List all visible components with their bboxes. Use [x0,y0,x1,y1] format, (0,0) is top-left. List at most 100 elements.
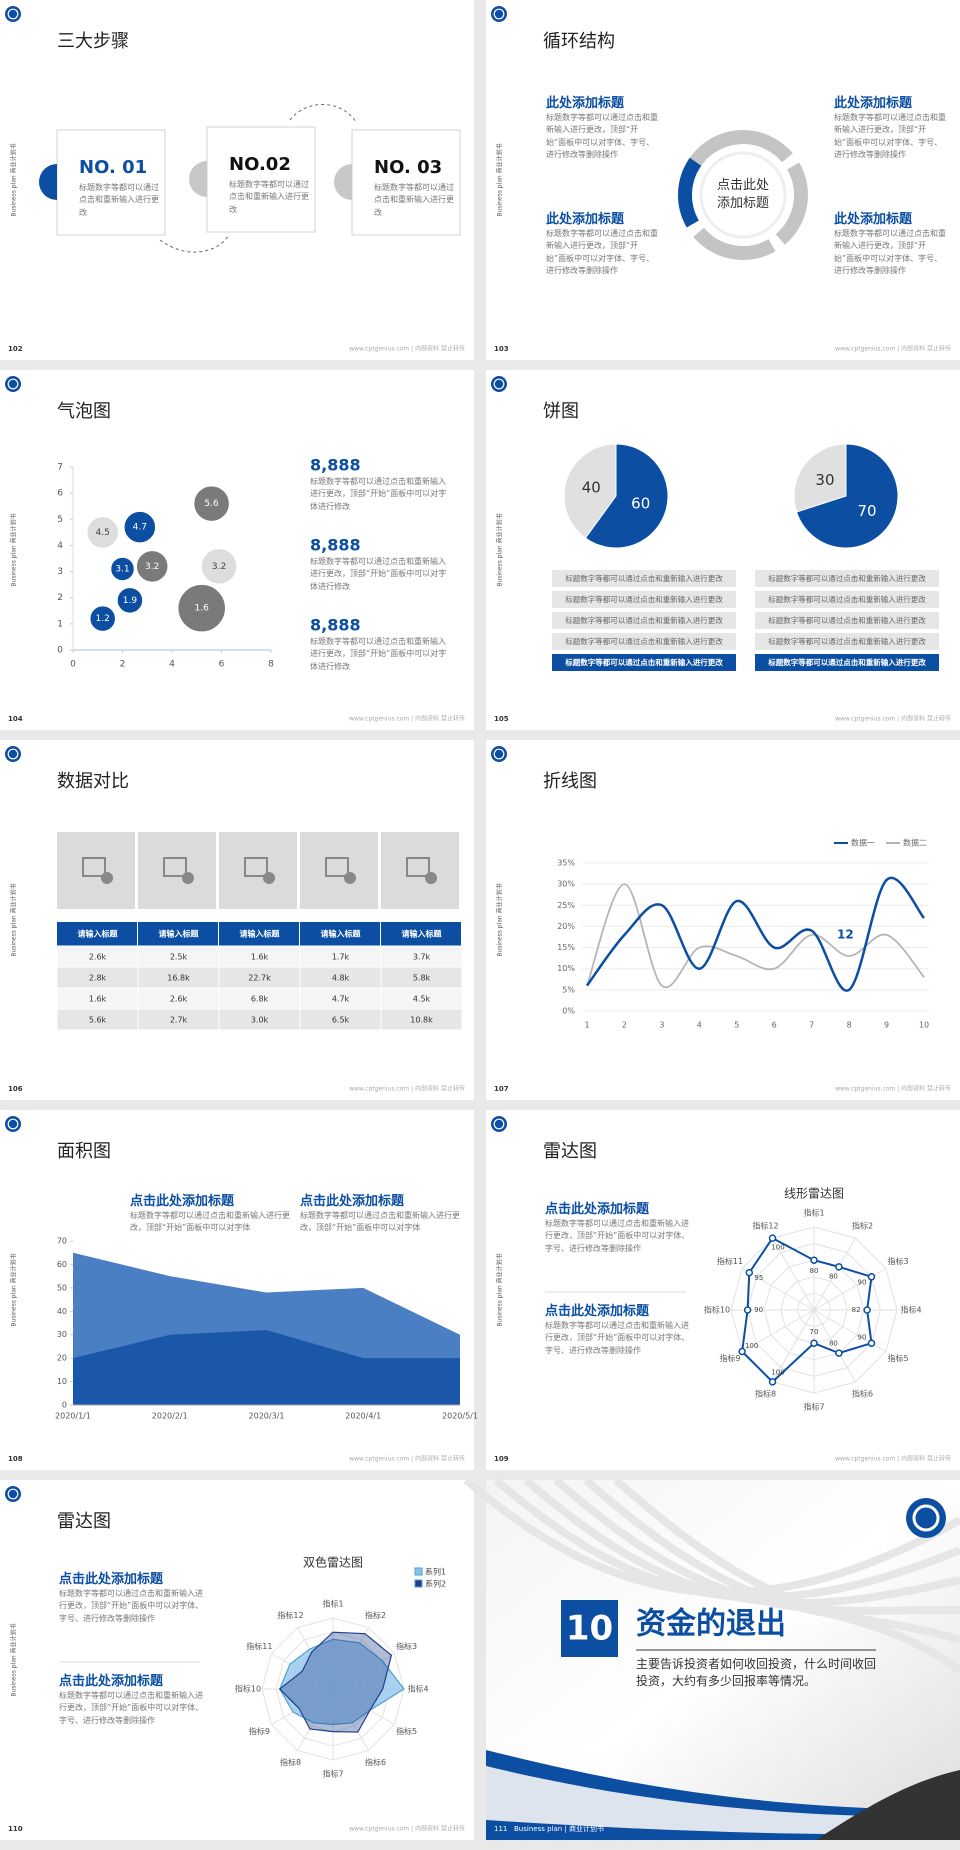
image-icon-plus [425,872,437,884]
axis-label: 指标3 [887,1256,908,1266]
header-cell [300,922,380,946]
bubble-label: 1.6 [195,604,210,614]
cell-text: 1.6k [251,953,269,962]
radar-spoke [741,1309,815,1352]
y-tick-label: 0 [62,1401,67,1410]
page-number: 110 [8,1825,23,1833]
item-title: 点击此处添加标题 [545,1304,650,1319]
logo [491,746,507,762]
step-marker [39,164,57,200]
section-number-box [561,1600,618,1657]
list-text: 标题数字等都可以通过点击和重新输入进行更改 [767,657,926,667]
cell-text: 4.5k [413,995,431,1004]
logo-ring [493,748,505,760]
cycle-hub [699,151,787,239]
logo [5,746,21,762]
item-text-frame: 标题数字等都可以通过点击和重新输入进行更改，顶部“开始”面板中可以对字体、字号、… [834,229,946,275]
item-title: 此处添加标题 [546,96,625,111]
side-label: Business plan 商业计划书 [10,1623,18,1696]
x-tick-label: 2 [622,1021,627,1030]
y-tick-label: 70 [57,1237,67,1246]
y-tick-label: 2 [57,593,63,603]
x-tick-label: 8 [847,1021,852,1030]
x-tick-label: 2020/5/1 [442,1412,478,1421]
x-tick-label: 2020/2/1 [152,1412,188,1421]
item-title-frame: 点击此处添加标题 [545,1304,650,1319]
slide: 10 资金的退出主要告诉投资者如何收回投资，什么时间收回投资，大约有多少回报率等情… [463,1476,960,1840]
y-tick-label: 4 [57,541,63,551]
header-cell [219,922,299,946]
bubble [135,549,169,584]
y-tick-label: 40 [57,1307,67,1316]
wave [613,1477,960,1674]
legend-label: 数据二 [903,838,927,848]
y-tick-label: 60 [57,1260,67,1269]
logo-ring [493,378,505,390]
bubble-label: 1.2 [96,614,110,624]
image-icon [244,857,268,877]
pie-label: 30 [815,471,834,489]
item-title: 点击此处添加标题 [130,1194,235,1209]
logo [491,6,507,22]
pie-label: 70 [857,502,876,520]
radar-series [278,1631,393,1733]
x-tick-label: 1 [584,1021,589,1030]
radar-point [743,1306,752,1314]
page-number: 108 [8,1455,23,1463]
cell-text: 4.7k [332,995,350,1004]
y-tick-label: 6 [57,489,63,499]
cell-text: 2.7k [170,1016,188,1025]
y-tick-label: 20% [557,922,575,931]
image-icon-plus [344,872,356,884]
item-text-frame: 标题数字等都可以通过点击和重新输入进行更改，顶部“开始”面板中可以对字体、字号、… [59,1589,203,1623]
pie-slice [793,443,847,513]
logo-ring [912,1504,940,1532]
step-text-frame: 标题数字等都可以通过点击和重新输入进行更改 [229,180,309,214]
axis-label: 指标8 [755,1389,776,1399]
axis-label: 指标12 [277,1610,303,1620]
item-title: 点击此处添加标题 [545,1202,650,1217]
logo [5,1486,21,1502]
slide-bg [486,1110,960,1470]
item-text: 标题数字等都可以通过点击和重新输入进行更改，顶部“开始”面板中可以对字体进行修改 [310,477,447,511]
item-text: 标题数字等都可以通过点击和重新输入进行更改，顶部“开始”面板中可以对字体 [300,1211,460,1233]
x-tick-label: 5 [734,1021,739,1030]
axis-label: 指标4 [407,1684,428,1694]
x-tick-label: 4 [169,660,175,670]
slide: Business plan 商业计划书 饼图 105 www.cptgenius.co… [486,370,960,730]
logo [491,1116,507,1132]
list-text: 标题数字等都可以通过点击和重新输入进行更改 [768,594,926,604]
radar-spoke [813,1237,856,1311]
cell-text: 5.8k [413,974,431,983]
y-tick-label: 5% [562,985,575,994]
data-label: 80 [829,1272,838,1280]
side-label: Business plan 商业计划书 [496,143,504,216]
page-number: 106 [8,1085,23,1093]
cell-text: 16.8k [167,974,190,983]
item-text-frame: 标题数字等都可以通过点击和重新输入进行更改，顶部“开始”面板中可以对字体 [130,1211,290,1232]
radar-point [835,1349,843,1357]
image-placeholder [300,832,378,909]
footer: www.cptgenius.com | 内部资料 禁止转传 [349,1455,465,1463]
chart-title: 双色雷达图 [303,1556,363,1570]
cycle-center-frame: 点击此处添加标题 [717,178,769,211]
slide-title: 气泡图 [57,401,111,422]
side-label: Business plan 商业计划书 [496,883,504,956]
y-tick-label: 7 [57,463,63,473]
pie-label: 40 [582,478,601,496]
y-tick-label: 0 [57,646,63,656]
bubble [123,510,157,544]
x-tick-label: 7 [809,1021,814,1030]
bubble [192,484,231,523]
bubble-label: 3.2 [212,562,226,572]
section-title: 资金的退出 [636,1607,786,1642]
y-tick-label: 0% [562,1007,575,1016]
item-text: 标题数字等都可以通过点击和重新输入进行更改，顶部“开始”面板中可以对字体进行修改 [310,637,447,671]
cell-text: 3.0k [251,1016,269,1025]
list-row [755,591,939,608]
axis-label: 指标7 [322,1769,343,1779]
item-title-frame: 点击此处添加标题 [59,1572,163,1587]
item-title: 此处添加标题 [546,212,625,227]
logo-ring [7,1118,19,1130]
